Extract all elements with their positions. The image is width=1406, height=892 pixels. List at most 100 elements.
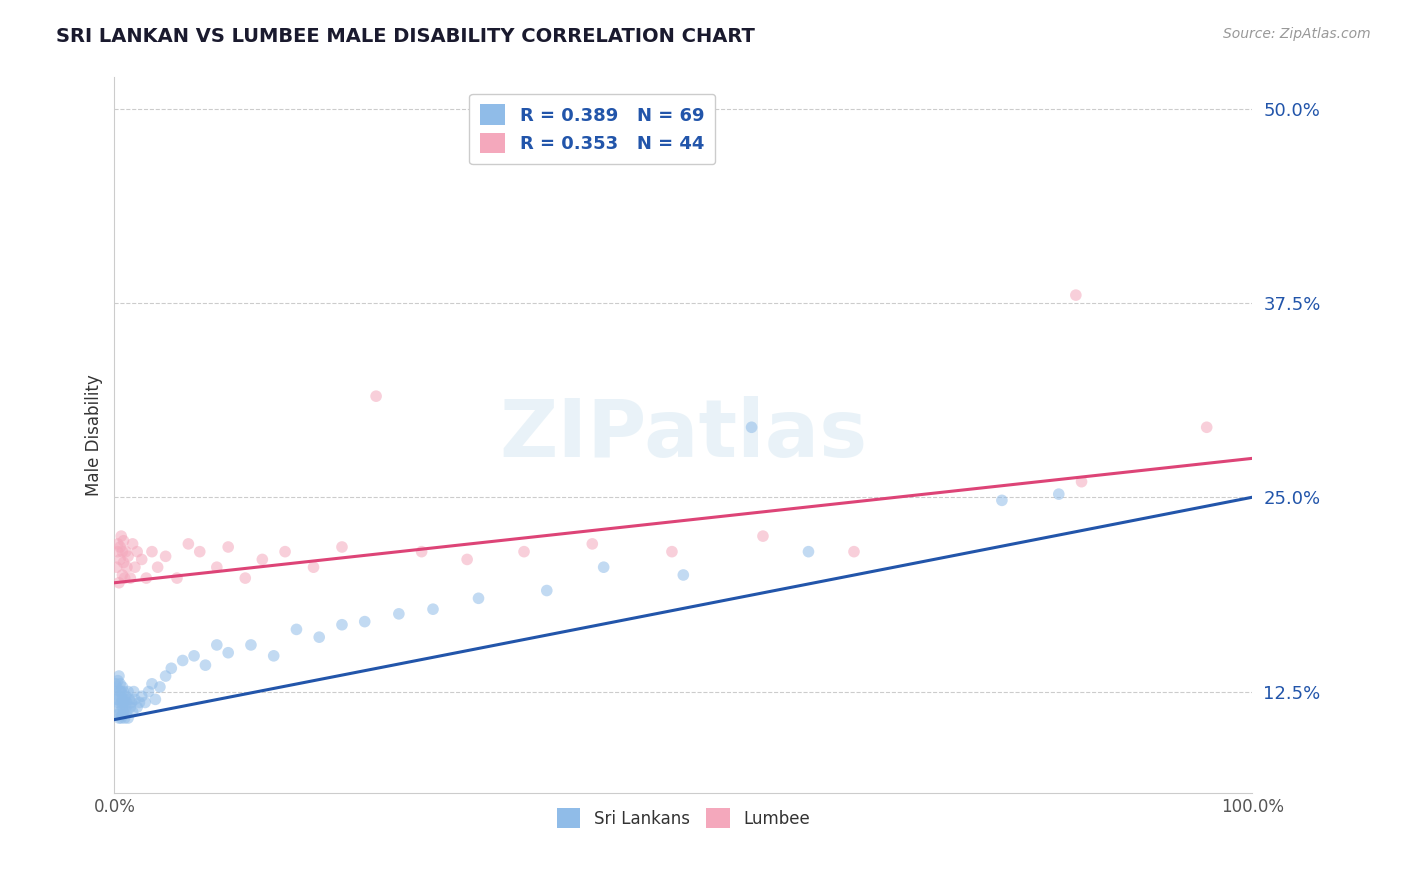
Point [107, 537, 129, 551]
Point [127, 700, 149, 714]
Point [422, 602, 444, 616]
Point [131, 552, 153, 566]
Point [411, 544, 433, 558]
Point [205, 638, 228, 652]
Point [741, 420, 763, 434]
Point [108, 684, 131, 698]
Point [105, 700, 128, 714]
Point [117, 684, 139, 698]
Point [155, 669, 177, 683]
Point [108, 540, 131, 554]
Point [121, 705, 143, 719]
Point [122, 684, 145, 698]
Text: SRI LANKAN VS LUMBEE MALE DISABILITY CORRELATION CHART: SRI LANKAN VS LUMBEE MALE DISABILITY COR… [56, 27, 755, 45]
Point [110, 696, 132, 710]
Point [118, 692, 141, 706]
Point [121, 537, 143, 551]
Point [581, 537, 603, 551]
Point [105, 560, 128, 574]
Text: Source: ZipAtlas.com: Source: ZipAtlas.com [1223, 27, 1371, 41]
Point [120, 700, 142, 714]
Point [114, 700, 136, 714]
Point [166, 571, 188, 585]
Point [112, 533, 135, 548]
Point [108, 711, 131, 725]
Point [131, 690, 153, 704]
Legend: Sri Lankans, Lumbee: Sri Lankans, Lumbee [550, 802, 817, 834]
Point [217, 646, 239, 660]
Point [183, 648, 205, 663]
Point [205, 560, 228, 574]
Point [233, 571, 256, 585]
Point [111, 568, 134, 582]
Point [797, 544, 820, 558]
Point [155, 549, 177, 564]
Point [172, 653, 194, 667]
Point [108, 677, 131, 691]
Point [146, 560, 169, 574]
Point [108, 705, 131, 719]
Point [121, 696, 143, 710]
Point [115, 705, 138, 719]
Text: ZIPatlas: ZIPatlas [499, 396, 868, 474]
Point [120, 571, 142, 585]
Point [160, 661, 183, 675]
Point [177, 537, 200, 551]
Point [112, 556, 135, 570]
Point [104, 677, 127, 691]
Point [127, 544, 149, 558]
Point [330, 540, 353, 554]
Point [108, 552, 131, 566]
Y-axis label: Male Disability: Male Disability [86, 374, 103, 496]
Point [114, 690, 136, 704]
Point [308, 630, 330, 644]
Point [111, 700, 134, 714]
Point [1064, 288, 1087, 302]
Point [188, 544, 211, 558]
Point [330, 617, 353, 632]
Point [115, 560, 138, 574]
Point [149, 680, 172, 694]
Point [661, 544, 683, 558]
Point [117, 549, 139, 564]
Point [592, 560, 614, 574]
Point [105, 692, 128, 706]
Point [104, 684, 127, 698]
Point [107, 544, 129, 558]
Point [145, 692, 167, 706]
Point [111, 707, 134, 722]
Point [114, 544, 136, 558]
Point [108, 575, 131, 590]
Point [1070, 475, 1092, 489]
Point [124, 692, 146, 706]
Point [114, 571, 136, 585]
Point [456, 552, 478, 566]
Point [252, 552, 274, 566]
Point [112, 705, 135, 719]
Point [114, 711, 136, 725]
Point [108, 669, 131, 683]
Point [128, 696, 150, 710]
Point [1195, 420, 1218, 434]
Point [536, 583, 558, 598]
Point [274, 544, 297, 558]
Point [111, 544, 134, 558]
Point [513, 544, 536, 558]
Point [353, 615, 375, 629]
Point [141, 544, 163, 558]
Point [1047, 487, 1070, 501]
Point [194, 658, 217, 673]
Point [117, 711, 139, 725]
Point [108, 690, 131, 704]
Point [110, 684, 132, 698]
Point [110, 529, 132, 543]
Point [388, 607, 411, 621]
Point [141, 677, 163, 691]
Point [111, 680, 134, 694]
Point [263, 648, 285, 663]
Point [107, 673, 129, 688]
Point [115, 696, 138, 710]
Point [467, 591, 489, 606]
Point [134, 696, 156, 710]
Point [112, 684, 135, 698]
